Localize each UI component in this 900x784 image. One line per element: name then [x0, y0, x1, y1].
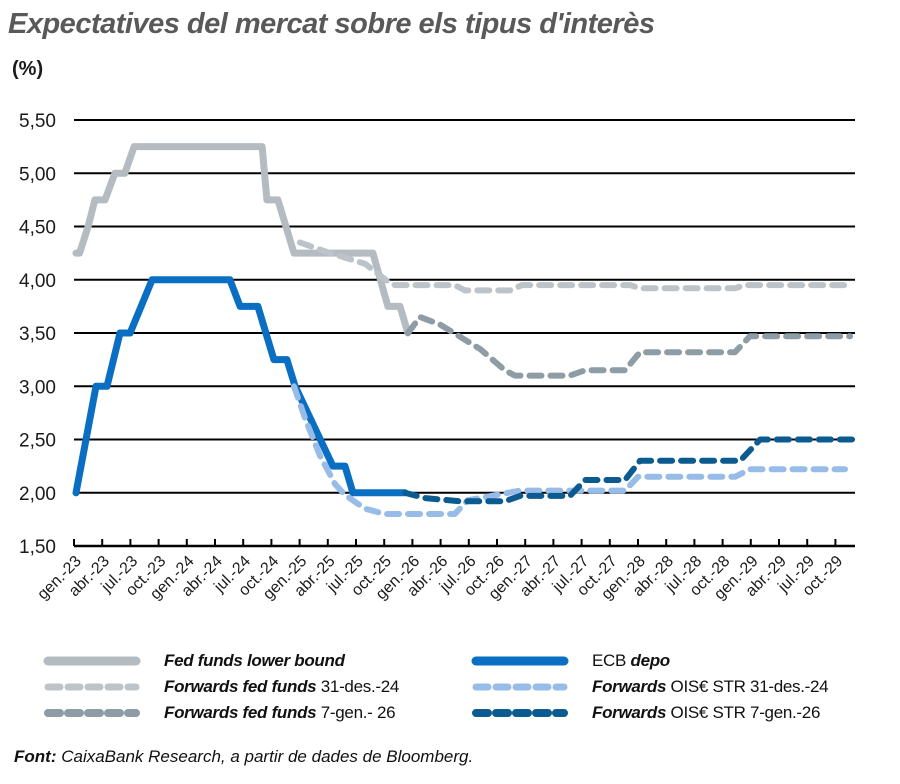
legend-swatch-dashed-dark-grey [44, 709, 140, 717]
series-forwards-ois-str-31-des-24 [291, 383, 848, 517]
legend-label: ECB depo [592, 651, 670, 670]
gridlines [74, 119, 855, 494]
legend-swatch-solid-blue [471, 656, 569, 666]
legend-item-ecb-depo: ECB depo [470, 650, 670, 672]
y-tick-label: 2,50 [19, 431, 56, 452]
legend-swatch-dashed-dark-blue [472, 709, 568, 717]
x-axis-tick-labels: gen.-23abr.-23jul.-23oct.-23gen.-24abr.-… [34, 553, 846, 603]
data-series [72, 143, 859, 517]
y-tick-label: 4,00 [19, 271, 56, 292]
y-tick-label: 3,50 [19, 324, 56, 345]
x-axis [73, 539, 855, 548]
series-fed-funds-lower-bound [72, 143, 412, 337]
y-tick-label: 5,50 [19, 111, 56, 132]
series-forwards-fed-funds-31-des-24 [296, 239, 848, 294]
y-tick-label: 5,00 [19, 164, 56, 185]
legend-swatch-solid-grey [43, 656, 141, 666]
legend-label: Fed funds lower bound [164, 651, 345, 670]
source-note: Font: CaixaBank Research, a partir de da… [14, 747, 474, 766]
legend-item-ois-fwd-dec24: Forwards OIS€ STR 31-des.-24 [470, 676, 829, 698]
series-forwards-ois-str-7-gen-26 [402, 436, 859, 505]
legend-label: Forwards fed funds 7-gen.- 26 [164, 703, 396, 722]
legend-swatch-dashed-light-blue [472, 683, 568, 691]
line-chart: 1,50 2,00 2,50 3,00 3,50 4,00 4,50 5,00 5,50 gen… [19, 111, 859, 603]
legend-label: Forwards OIS€ STR 31-des.-24 [592, 677, 829, 696]
legend: Fed funds lower bound Forwards fed funds… [0, 648, 900, 728]
y-tick-label: 1,50 [19, 537, 56, 558]
legend-item-fed-fwd-jan26: Forwards fed funds 7-gen.- 26 [42, 702, 396, 724]
y-axis-unit: (%) [12, 58, 44, 80]
y-axis-tick-labels: 1,50 2,00 2,50 3,00 3,50 4,00 4,50 5,00 5,50 [19, 111, 56, 558]
series-ecb-depo [72, 276, 409, 497]
y-tick-label: 3,00 [19, 377, 56, 398]
legend-item-fed-funds: Fed funds lower bound [42, 650, 345, 672]
legend-item-ois-fwd-jan26: Forwards OIS€ STR 7-gen.-26 [470, 702, 820, 724]
y-tick-label: 2,00 [19, 484, 56, 505]
series-forwards-fed-funds-7-gen-26 [404, 314, 854, 379]
legend-swatch-dashed-light-grey [44, 683, 140, 691]
legend-label: Forwards OIS€ STR 7-gen.-26 [592, 703, 821, 722]
y-tick-label: 4,50 [19, 218, 56, 239]
legend-item-fed-fwd-dec24: Forwards fed funds 31-des.-24 [42, 676, 399, 698]
chart-title: Expectatives del mercat sobre els tipus … [8, 8, 655, 40]
legend-label: Forwards fed funds 31-des.-24 [164, 677, 400, 696]
